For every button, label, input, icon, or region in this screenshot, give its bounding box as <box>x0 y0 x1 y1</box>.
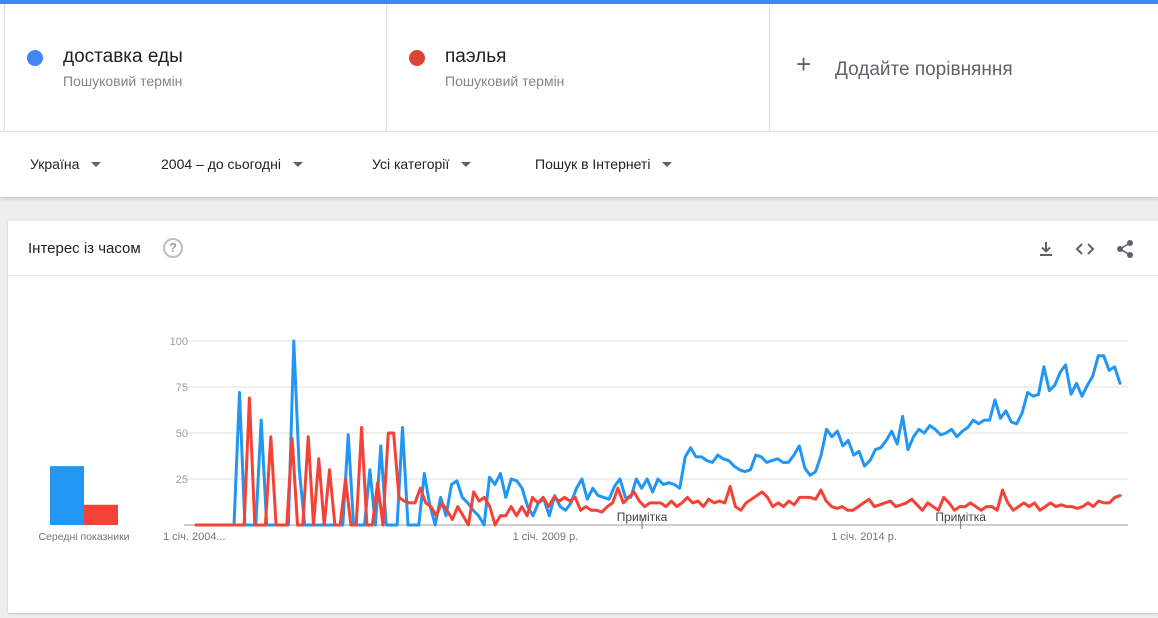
chart-lines <box>194 339 1122 527</box>
series-line <box>194 339 1122 527</box>
term-color-dot <box>27 50 43 66</box>
help-icon[interactable]: ? <box>163 238 183 258</box>
term-name[interactable]: доставка еды <box>63 46 183 67</box>
term-card-2[interactable]: паэлья Пошуковий термін <box>387 4 770 131</box>
term-subtitle: Пошуковий термін <box>445 73 565 89</box>
y-tick-label: 50 <box>176 428 188 440</box>
download-icon[interactable] <box>1034 237 1058 261</box>
averages-bars <box>50 466 118 525</box>
x-tick-label: 1 січ. 2009 р. <box>513 531 579 543</box>
average-bar <box>50 466 84 525</box>
term-name[interactable]: паэлья <box>445 46 507 67</box>
series-line <box>194 396 1122 527</box>
period-label: 2004 – до сьогодні <box>161 156 281 172</box>
region-dropdown[interactable]: Україна <box>30 156 102 172</box>
chart-grid <box>184 340 1128 529</box>
y-tick-label: 75 <box>176 382 188 394</box>
region-label: Україна <box>30 156 80 172</box>
card-header: Інтерес із часом ? <box>8 221 1158 276</box>
averages-label: Середні показники <box>38 531 129 543</box>
interest-chart: 25 50 75 100 1 січ. 2004... 1 січ. 2009 р. 1 с… <box>38 336 1128 543</box>
caret-down-icon <box>292 161 303 167</box>
top-accent-line <box>0 0 1158 4</box>
term-subtitle: Пошуковий термін <box>63 73 183 89</box>
y-tick-label: 25 <box>176 474 188 486</box>
y-tick-label: 100 <box>170 336 188 348</box>
category-dropdown[interactable]: Усі категорії <box>372 156 472 172</box>
add-comparison-button[interactable]: + Додайте порівняння <box>770 4 1158 131</box>
note-label: Примітка <box>617 510 668 524</box>
category-label: Усі категорії <box>372 156 450 172</box>
period-dropdown[interactable]: 2004 – до сьогодні <box>161 156 303 172</box>
comparison-terms-bar: доставка еды Пошуковий термін паэлья Пош… <box>0 4 1158 131</box>
plus-icon: + <box>796 49 812 79</box>
embed-code-icon[interactable] <box>1073 237 1097 261</box>
interest-over-time-card: Інтерес із часом ? 25 50 75 100 1 січ. 2004.… <box>8 221 1158 613</box>
term-color-dot <box>409 50 425 66</box>
note-label: Примітка <box>935 510 986 524</box>
caret-down-icon <box>662 161 673 167</box>
search-type-label: Пошук в Інтернеті <box>535 156 651 172</box>
x-tick-label: 1 січ. 2014 р. <box>831 531 897 543</box>
add-comparison-label: Додайте порівняння <box>835 59 1013 80</box>
chart-labels: 25 50 75 100 1 січ. 2004... 1 січ. 2009 р. 1 с… <box>38 336 986 543</box>
caret-down-icon <box>91 161 102 167</box>
card-title: Інтерес із часом <box>28 240 141 257</box>
x-tick-label: 1 січ. 2004... <box>163 531 226 543</box>
term-card-1[interactable]: доставка еды Пошуковий термін <box>4 4 387 131</box>
caret-down-icon <box>461 161 472 167</box>
search-type-dropdown[interactable]: Пошук в Інтернеті <box>535 156 673 172</box>
average-bar <box>84 504 118 525</box>
filters-bar: Україна 2004 – до сьогодні Усі категорії… <box>0 131 1158 197</box>
share-icon[interactable] <box>1113 237 1137 261</box>
